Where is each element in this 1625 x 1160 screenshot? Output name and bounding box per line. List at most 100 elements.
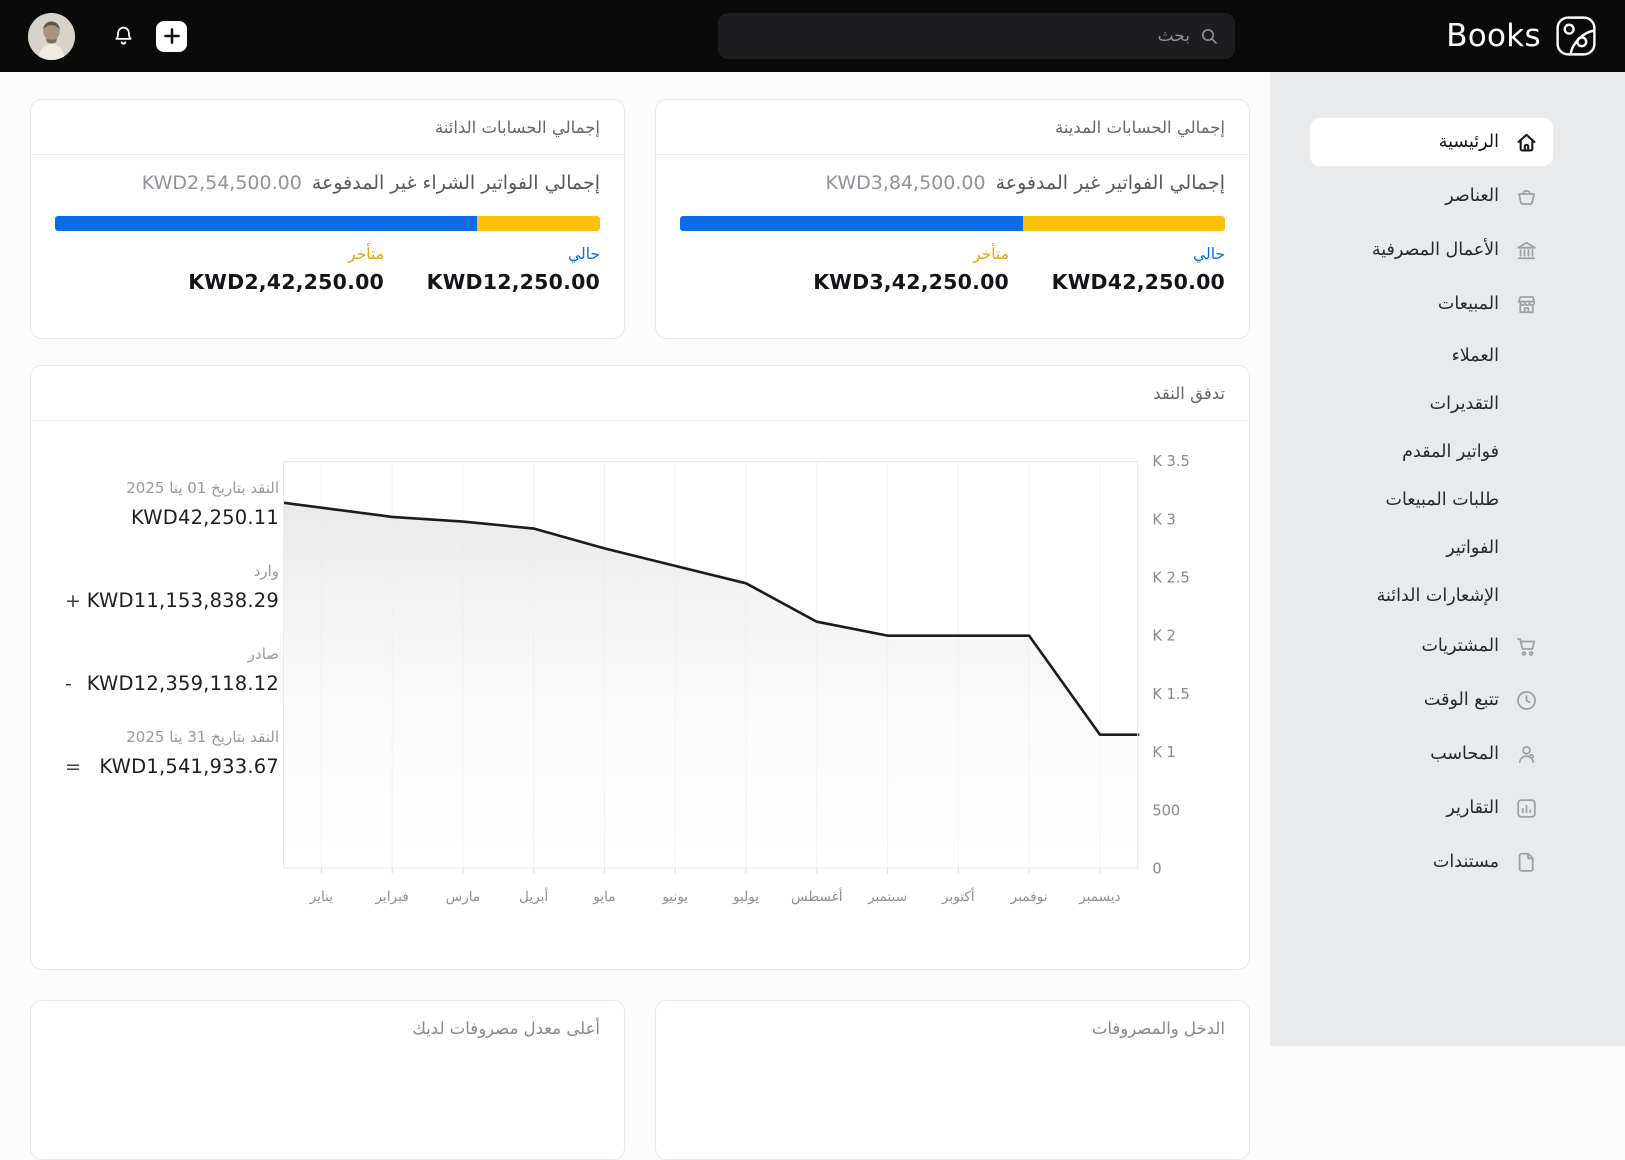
- x-axis-month-label: يوليو: [732, 889, 759, 905]
- payables-current-segment: [55, 216, 478, 231]
- sidebar-item-10[interactable]: الإشعارات الدائنة: [1310, 574, 1553, 618]
- stat-label: النقد بتاريخ 31 ينا 2025: [126, 728, 279, 746]
- sidebar-item-label: الفواتير: [1446, 538, 1499, 558]
- spacer: [1513, 583, 1539, 609]
- sidebar-item-label: مستندات: [1432, 852, 1499, 872]
- receivables-current-amount: KWD42,250.00: [1051, 270, 1225, 294]
- current-label: حالي: [1193, 245, 1225, 263]
- top-header-bar: Books: [0, 0, 1625, 72]
- cashflow-stat-2: وارد + KWD11,153,838.29: [65, 562, 279, 612]
- x-axis-month-label: فبراير: [375, 889, 409, 905]
- bank-icon: [1513, 237, 1539, 263]
- cash-flow-line-chart: يناير فبراير مارس أبريل مايو يونيو يوليو أغسطس س…: [283, 453, 1190, 905]
- cashflow-stat-1: النقد بتاريخ 01 ينا 2025 KWD42,250.11: [65, 479, 279, 529]
- sidebar-item-9[interactable]: الفواتير: [1310, 526, 1553, 570]
- document-icon: [1513, 849, 1539, 875]
- sidebar-item-4[interactable]: المبيعات: [1310, 280, 1553, 328]
- spacer: [1513, 391, 1539, 417]
- y-axis-tick-label: K 2: [1152, 628, 1176, 645]
- sidebar-item-label: المبيعات: [1437, 294, 1499, 314]
- sidebar-item-3[interactable]: الأعمال المصرفية: [1310, 226, 1553, 274]
- store-icon: [1513, 291, 1539, 317]
- dashboard-main: إجمالي الحسابات المدينة إجمالي الفواتير …: [0, 72, 1270, 1160]
- stat-value: KWD42,250.11: [130, 506, 279, 529]
- global-search[interactable]: [718, 13, 1235, 59]
- receivables-current-segment: [680, 216, 1024, 231]
- sidebar-item-7[interactable]: فواتير المقدم: [1310, 430, 1553, 474]
- cash-flow-title: تدفق النقد: [31, 366, 1249, 421]
- receivables-current-group: حالي KWD42,250.00: [1052, 245, 1225, 294]
- x-axis-month-label: أغسطس: [791, 887, 843, 905]
- payables-current-amount: KWD12,250.00: [426, 270, 600, 294]
- x-axis-month-label: يناير: [309, 889, 334, 905]
- cashflow-stat-3: صادر - KWD12,359,118.12: [65, 645, 279, 695]
- sidebar-item-13[interactable]: المحاسب: [1310, 730, 1553, 778]
- stat-operator: -: [65, 673, 72, 695]
- sidebar-item-1[interactable]: الرئيسية: [1310, 118, 1553, 166]
- home-icon: [1513, 129, 1539, 155]
- receivables-split-bar: [680, 216, 1225, 231]
- sidebar-item-2[interactable]: العناصر: [1310, 172, 1553, 220]
- zoho-books-logo-icon: [1556, 16, 1596, 56]
- stat-value: KWD12,359,118.12: [86, 672, 279, 695]
- y-axis-tick-label: K 3.5: [1152, 453, 1189, 470]
- receivables-card-title: إجمالي الحسابات المدينة: [656, 100, 1249, 155]
- sidebar-item-14[interactable]: التقارير: [1310, 784, 1553, 832]
- sidebar-item-12[interactable]: تتبع الوقت: [1310, 676, 1553, 724]
- sidebar-item-11[interactable]: المشتريات: [1310, 622, 1553, 670]
- sidebar-item-label: الإشعارات الدائنة: [1376, 586, 1499, 606]
- spacer: [1513, 487, 1539, 513]
- payables-split-bar: [55, 216, 600, 231]
- top-expenses-card: أعلى معدل مصروفات لديك: [30, 1000, 625, 1160]
- spacer: [1513, 343, 1539, 369]
- x-axis-month-label: يونيو: [661, 889, 688, 905]
- payables-overdue-amount: KWD2,42,250.00: [188, 270, 384, 294]
- receivables-overdue-group: متأخر KWD3,42,250.00: [813, 245, 1009, 294]
- y-axis-tick-label: K 1: [1152, 744, 1176, 761]
- x-axis-month-label: سبتمبر: [867, 889, 907, 905]
- notifications-bell-icon[interactable]: [111, 24, 136, 49]
- sidebar-item-15[interactable]: مستندات: [1310, 838, 1553, 886]
- sidebar-item-5[interactable]: العملاء: [1310, 334, 1553, 378]
- y-axis-tick-label: 500: [1152, 802, 1180, 819]
- sidebar-item-label: العملاء: [1451, 346, 1499, 366]
- payables-overdue-group: متأخر KWD2,42,250.00: [188, 245, 384, 294]
- sidebar-item-label: التقارير: [1446, 798, 1499, 818]
- sidebar-item-label: تتبع الوقت: [1423, 690, 1499, 710]
- stat-value: KWD11,153,838.29: [86, 589, 279, 612]
- payables-current-group: حالي KWD12,250.00: [427, 245, 600, 294]
- top-expenses-title: أعلى معدل مصروفات لديك: [412, 1019, 600, 1038]
- total-receivables-card: إجمالي الحسابات المدينة إجمالي الفواتير …: [655, 99, 1250, 339]
- brand-name: Books: [1446, 18, 1541, 54]
- total-payables-card: إجمالي الحسابات الدائنة إجمالي الفواتير …: [30, 99, 625, 339]
- quick-create-plus-button[interactable]: [156, 20, 187, 52]
- sidebar-item-6[interactable]: التقديرات: [1310, 382, 1553, 426]
- payables-overdue-segment: [477, 216, 600, 231]
- x-axis-month-label: نوفمبر: [1010, 889, 1048, 905]
- receivables-unpaid-amount: KWD3,84,500.00: [825, 172, 986, 194]
- avatar-image: [28, 12, 75, 60]
- cash-flow-stats: النقد بتاريخ 01 ينا 2025 KWD42,250.11 وارد…: [51, 441, 283, 919]
- basket-icon: [1513, 183, 1539, 209]
- search-input[interactable]: [734, 26, 1190, 46]
- cash-flow-chart: يناير فبراير مارس أبريل مايو يونيو يوليو أغسطس س…: [283, 441, 1231, 919]
- stat-operator: +: [65, 590, 81, 612]
- x-axis-month-label: مارس: [446, 889, 481, 905]
- stat-value: KWD1,541,933.67: [99, 755, 279, 778]
- y-axis-tick-label: K 1.5: [1152, 686, 1189, 703]
- sidebar-item-8[interactable]: طلبات المبيعات: [1310, 478, 1553, 522]
- overdue-label: متأخر: [973, 245, 1009, 263]
- sidebar-item-label: طلبات المبيعات: [1385, 490, 1500, 510]
- clock-icon: [1513, 687, 1539, 713]
- x-axis-month-label: أبريل: [519, 887, 548, 905]
- sidebar-item-label: المشتريات: [1421, 636, 1499, 656]
- receivables-overdue-amount: KWD3,42,250.00: [813, 270, 1009, 294]
- stat-label: النقد بتاريخ 01 ينا 2025: [126, 479, 279, 497]
- cash-flow-card: تدفق النقد النقد بتاريخ 01 ينا 2025 KWD42…: [30, 365, 1250, 970]
- cart-icon: [1513, 633, 1539, 659]
- current-label: حالي: [568, 245, 600, 263]
- overdue-label: متأخر: [348, 245, 384, 263]
- search-icon: [1199, 26, 1219, 46]
- y-axis-tick-label: K 3: [1152, 511, 1176, 528]
- avatar[interactable]: [28, 12, 75, 60]
